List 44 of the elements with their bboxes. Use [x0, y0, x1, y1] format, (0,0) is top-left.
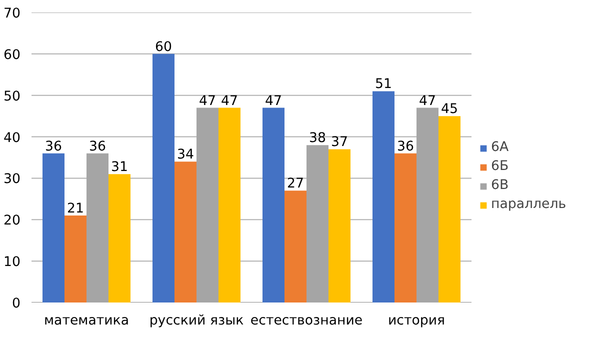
data-label: 47 — [419, 94, 436, 109]
bar — [394, 153, 416, 302]
bar — [284, 190, 306, 302]
data-label: 47 — [265, 94, 282, 109]
bar — [372, 91, 394, 302]
data-label: 31 — [111, 160, 128, 176]
bar — [64, 216, 86, 302]
bar — [42, 153, 64, 302]
bar — [438, 116, 460, 302]
y-tick-label: 30 — [4, 172, 21, 188]
data-label: 27 — [287, 176, 304, 192]
x-tick-label: математика — [44, 314, 130, 328]
y-tick-label: 10 — [4, 255, 21, 270]
bar — [108, 174, 130, 302]
data-label: 36 — [397, 139, 414, 154]
x-tick-label: русский язык — [149, 314, 244, 328]
data-label: 51 — [375, 77, 392, 92]
bar — [152, 54, 174, 302]
y-tick-label: 70 — [4, 6, 21, 22]
data-label: 36 — [89, 139, 106, 154]
legend-label: 6В — [491, 178, 510, 193]
data-label: 47 — [199, 94, 216, 109]
y-tick-label: 50 — [4, 89, 21, 104]
data-label: 47 — [221, 94, 238, 109]
legend-label: 6А — [491, 140, 510, 155]
x-tick-label: естествознание — [250, 314, 363, 328]
data-label: 36 — [45, 139, 62, 154]
bar — [328, 149, 350, 302]
y-tick-label: 60 — [4, 48, 21, 63]
data-label: 21 — [67, 202, 84, 216]
legend-label: 6Б — [491, 159, 510, 174]
y-tick-label: 40 — [4, 130, 21, 146]
data-label: 38 — [309, 131, 326, 146]
legend-label: параллель — [491, 197, 566, 212]
data-label: 60 — [155, 40, 172, 55]
bar — [174, 162, 196, 302]
data-label: 37 — [331, 135, 348, 150]
data-label: 34 — [177, 148, 194, 163]
y-tick-label: 0 — [12, 296, 21, 312]
data-label: 45 — [441, 102, 458, 118]
bar — [262, 108, 284, 302]
y-tick-label: 20 — [4, 214, 21, 229]
x-tick-label: история — [388, 314, 446, 328]
bar — [218, 108, 240, 302]
